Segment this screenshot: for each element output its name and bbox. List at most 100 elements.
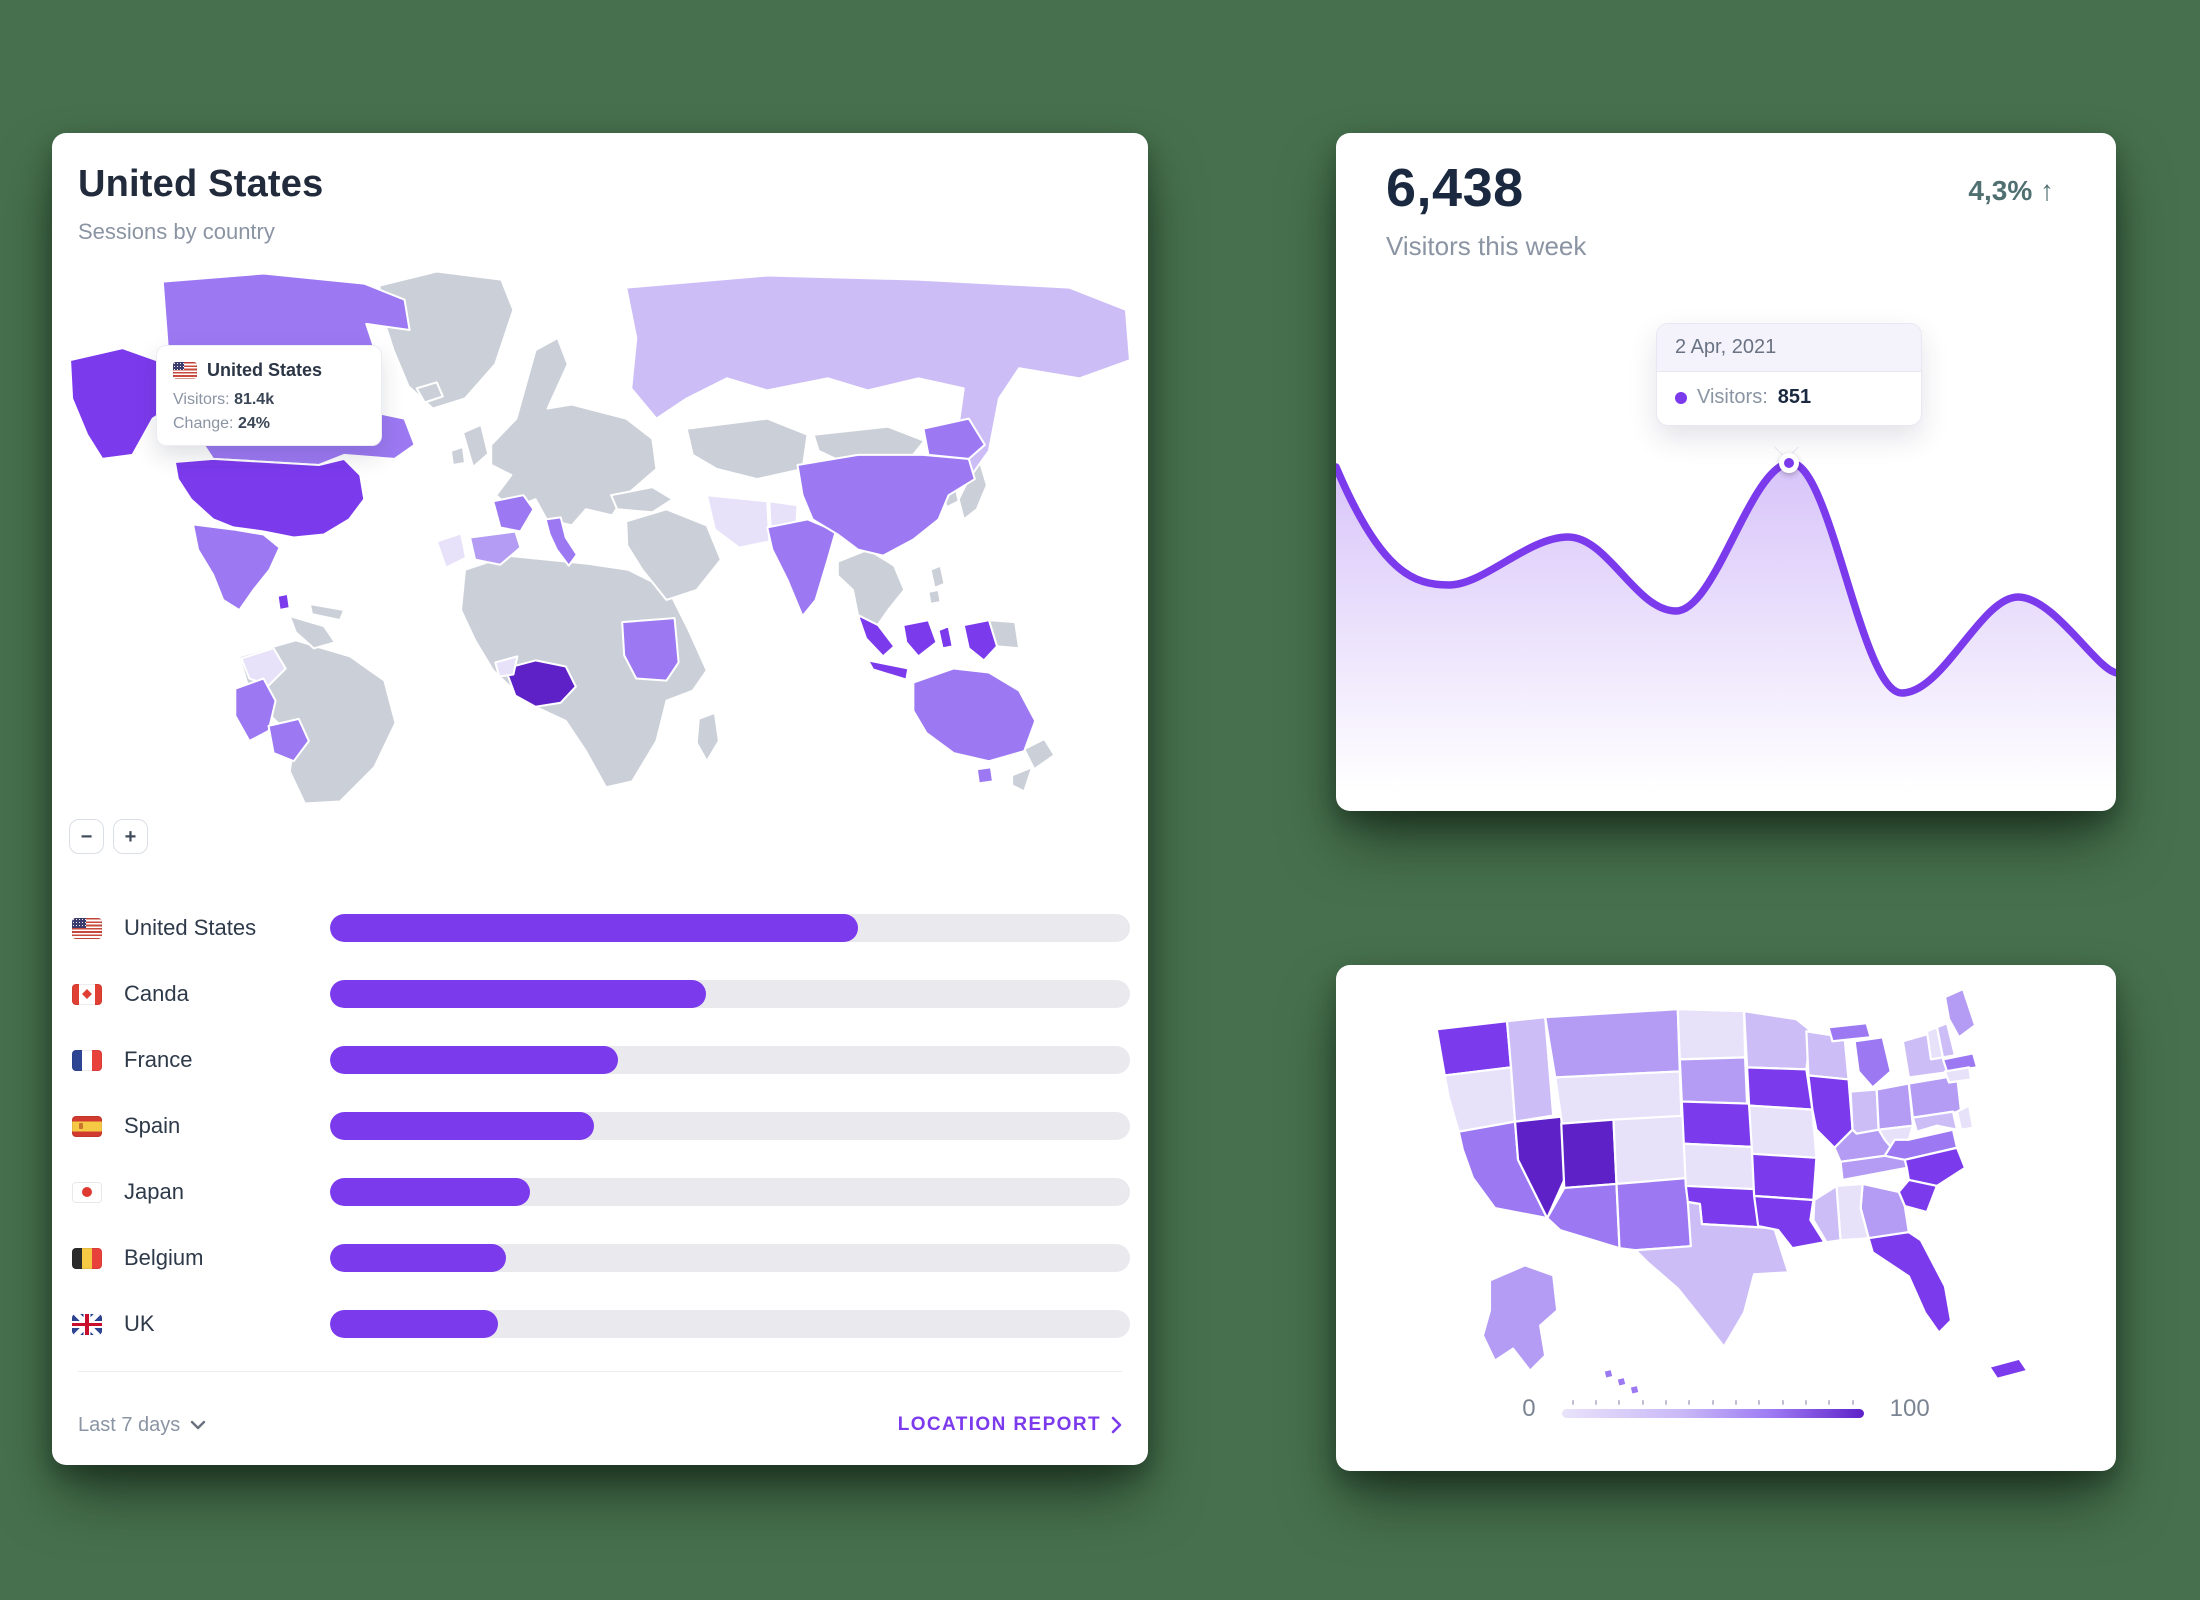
state-shape (1827, 1022, 1872, 1043)
state-shape (1751, 1152, 1818, 1202)
country-indonesia (856, 614, 954, 681)
chart-tooltip-date: 2 Apr, 2021 (1657, 324, 1921, 372)
country-bar-fill (330, 914, 858, 942)
country-list: United States Canda France Spain Japan Belgiu… (72, 895, 1130, 1357)
country-row[interactable]: France (72, 1027, 1130, 1093)
state-shape (1943, 1066, 1973, 1084)
country-new-zealand (1011, 738, 1056, 793)
region-west-africa (504, 659, 577, 708)
map-zoom-controls: − + (69, 819, 148, 854)
trend-value: 4,3% (1968, 175, 2033, 206)
state-shape (1443, 1066, 1517, 1133)
uk-flag-icon (72, 1313, 102, 1335)
visitors-total-label: Visitors this week (1386, 231, 1587, 261)
country-australia (912, 667, 1037, 763)
state-shape (1742, 1010, 1813, 1071)
card-subtitle: Sessions by country (78, 219, 275, 244)
region-central-america (288, 615, 337, 650)
country-guinea (494, 655, 519, 678)
chart-point-marker[interactable] (1779, 453, 1799, 473)
choropleth-legend: 0 100 (1336, 1395, 2116, 1423)
state-shape (1753, 1194, 1826, 1250)
country-bar-fill (330, 1046, 618, 1074)
state-shape (1745, 1066, 1814, 1111)
country-bar-track (330, 914, 1130, 942)
state-shape (1897, 1178, 1939, 1214)
jp-flag-icon (72, 1181, 102, 1203)
region-alaska (69, 347, 176, 460)
state-shape (1867, 1231, 1953, 1334)
country-row[interactable]: Belgium (72, 1225, 1130, 1291)
country-greenland (378, 270, 515, 410)
state-shape (1634, 1200, 1790, 1348)
country-row[interactable]: Canda (72, 961, 1130, 1027)
us-states-map-card: 0 100 (1336, 965, 2116, 1471)
location-report-label: LOCATION REPORT (897, 1414, 1101, 1435)
visitors-line-chart[interactable] (1336, 133, 2116, 811)
trend-up-arrow-icon: ↑ (2040, 175, 2054, 206)
country-png-west (962, 619, 998, 662)
country-sudan (621, 617, 680, 682)
country-uk-map (461, 423, 490, 468)
chevron-right-icon (1111, 1416, 1122, 1434)
country-bar-track (330, 1244, 1130, 1272)
card-footer: Last 7 days LOCATION REPORT (78, 1395, 1122, 1455)
es-flag-icon (72, 1115, 102, 1137)
chart-tooltip-value: Visitors: 851 (1657, 372, 1921, 425)
region-middle-east (625, 508, 722, 601)
country-bar-track (330, 980, 1130, 1008)
zoom-out-button[interactable]: − (69, 819, 104, 854)
country-bar-fill (330, 980, 706, 1008)
state-shape (1544, 1008, 1681, 1079)
country-bar-fill (330, 1244, 506, 1272)
zoom-in-button[interactable]: + (113, 819, 148, 854)
country-row[interactable]: Spain (72, 1093, 1130, 1159)
country-india (766, 518, 837, 618)
card-title: United States (78, 163, 324, 205)
chevron-down-icon (191, 1420, 206, 1430)
state-shape (1602, 1367, 1641, 1396)
country-bar-track (330, 1178, 1130, 1206)
state-shape (1988, 1357, 2029, 1380)
state-shape (1955, 1104, 1975, 1131)
region-africa (459, 554, 708, 789)
country-iceland (415, 381, 444, 404)
country-name: Canda (124, 981, 189, 1006)
be-flag-icon (72, 1247, 102, 1269)
country-bar-track (330, 1310, 1130, 1338)
country-bolivia (267, 717, 310, 763)
state-shape (1505, 1016, 1555, 1123)
date-range-label: Last 7 days (78, 1413, 181, 1436)
series-dot-icon (1675, 391, 1687, 404)
country-name: Belgium (124, 1245, 204, 1270)
country-italy (544, 516, 578, 567)
country-bar-track (330, 1046, 1130, 1074)
country-belize (276, 592, 291, 612)
location-report-link[interactable]: LOCATION REPORT (898, 1414, 1122, 1436)
state-shape (1676, 1008, 1747, 1061)
footer-divider (78, 1371, 1122, 1372)
region-southeast-asia (836, 548, 906, 632)
country-name: UK (124, 1311, 155, 1336)
state-shape (1812, 1184, 1842, 1244)
trend-badge: 4,3% ↑ (1968, 175, 2054, 207)
country-row[interactable]: Japan (72, 1159, 1130, 1225)
country-morocco (435, 532, 468, 569)
visitors-total: 6,438 (1386, 158, 1524, 218)
country-row[interactable]: United States (72, 895, 1130, 961)
country-cuba (308, 602, 346, 622)
legend-gradient (1561, 1400, 1864, 1418)
country-row[interactable]: UK (72, 1291, 1130, 1357)
country-bar-fill (330, 1178, 530, 1206)
state-shape (1911, 1110, 1959, 1133)
map-tooltip-country: United States (207, 360, 323, 380)
legend-min: 0 (1522, 1395, 1536, 1422)
region-manchuria (922, 417, 986, 460)
state-shape (1481, 1264, 1559, 1372)
us-states-map[interactable] (1394, 979, 2058, 1421)
country-name: United States (124, 915, 257, 940)
date-range-select[interactable]: Last 7 days (78, 1414, 206, 1437)
state-shape (1943, 987, 1977, 1039)
visitors-week-card: 6,438 Visitors this week 4,3% ↑ 2 Apr, 2… (1336, 133, 2116, 811)
state-shape (1560, 1118, 1618, 1190)
